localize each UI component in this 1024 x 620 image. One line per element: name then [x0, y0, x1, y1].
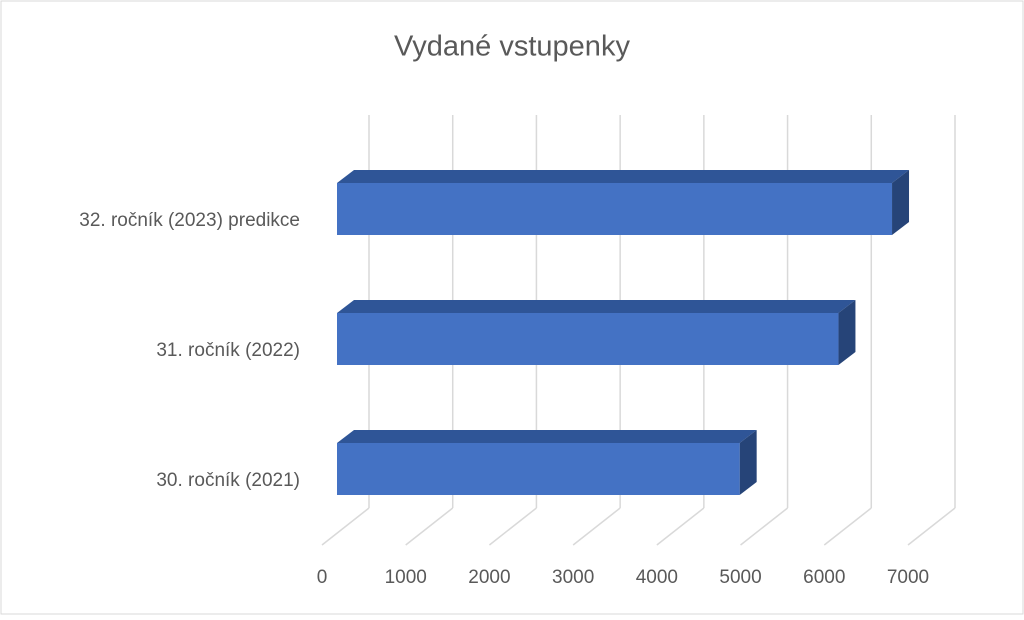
bar	[337, 183, 893, 235]
bar-side	[739, 430, 757, 495]
floor-line	[488, 507, 537, 546]
floor-line	[656, 507, 705, 546]
x-tick-label: 3000	[552, 567, 594, 588]
floor-line	[405, 507, 454, 546]
bar-top	[337, 300, 856, 313]
floor-line	[907, 507, 956, 546]
x-tick-label: 5000	[719, 567, 761, 588]
x-tick-label: 6000	[803, 567, 845, 588]
floor-line	[321, 507, 370, 546]
y-tick-label: 31. ročník (2022)	[156, 340, 300, 361]
bar-top	[337, 170, 910, 183]
x-tick-label: 4000	[636, 567, 678, 588]
y-tick-label: 32. ročník (2023) predikce	[79, 210, 300, 231]
bar-side	[892, 170, 910, 235]
bar	[337, 443, 740, 495]
bar	[337, 313, 839, 365]
chart-title: Vydané vstupenky	[394, 31, 630, 63]
x-tick-label: 2000	[468, 567, 510, 588]
x-tick-label: 7000	[887, 567, 929, 588]
floor-line	[823, 507, 872, 546]
bar-side	[838, 300, 856, 365]
floor-line	[572, 507, 621, 546]
floor-line	[740, 507, 789, 546]
x-tick-label: 0	[317, 567, 328, 588]
bar-top	[337, 430, 757, 443]
x-tick-label: 1000	[385, 567, 427, 588]
y-tick-label: 30. ročník (2021)	[156, 470, 300, 491]
